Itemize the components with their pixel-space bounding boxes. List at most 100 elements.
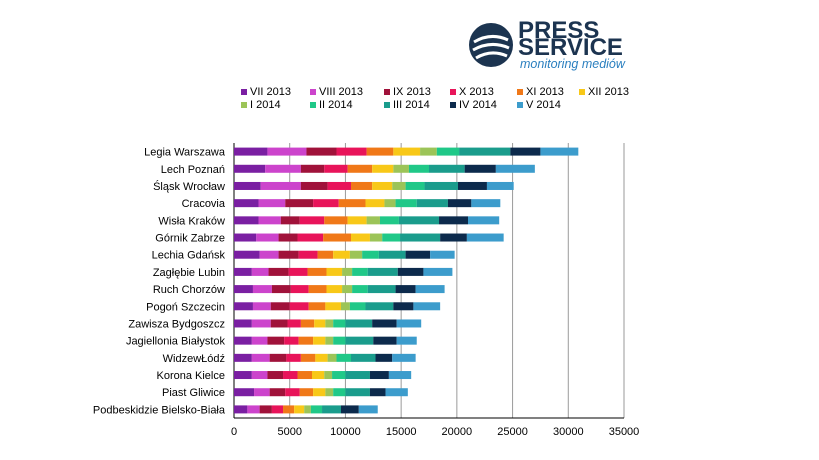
logo-line1: PRESS [518, 20, 599, 44]
bar-segment [312, 371, 325, 380]
bar-segment [289, 302, 309, 311]
bar-segment [459, 147, 511, 156]
legend-swatch [310, 89, 316, 95]
bar-segment [379, 216, 399, 225]
bar-segment [327, 181, 351, 190]
bar-segment [324, 164, 348, 173]
bar-segment [234, 216, 259, 225]
bar-segment [300, 181, 328, 190]
bar-segment [269, 388, 286, 397]
category-label: Wisła Kraków [158, 215, 225, 227]
bar-segment [424, 181, 458, 190]
bar-segment [440, 233, 467, 242]
bar-segment [256, 233, 279, 242]
x-tick-label: 0 [231, 426, 237, 438]
category-label: Zagłębie Lubin [153, 267, 225, 279]
bar-segment [251, 336, 268, 345]
bar-segment [280, 216, 300, 225]
bar-segment [268, 267, 289, 276]
bar-segment [307, 267, 327, 276]
bar-segment [369, 371, 389, 380]
category-label: Piast Gliwice [162, 387, 225, 399]
legend-label: VIII 2013 [319, 86, 363, 98]
bar-segment [342, 285, 353, 294]
bar-segment [267, 147, 307, 156]
bar-segment [345, 371, 370, 380]
bar-segment [333, 336, 346, 345]
bar-segment [393, 302, 414, 311]
bar-segment [298, 250, 318, 259]
bar-segment [345, 388, 370, 397]
x-tick-label: 15000 [386, 426, 417, 438]
category-label: Ruch Chorzów [153, 284, 225, 296]
bar-segment [258, 199, 286, 208]
bar-segment [420, 147, 437, 156]
bar-segment [400, 233, 441, 242]
bar-segment [388, 371, 412, 380]
bar-segment [336, 353, 351, 362]
bar-segment [351, 181, 373, 190]
bar-segment [396, 319, 422, 328]
bar-segment [385, 388, 408, 397]
bar-segment [395, 285, 416, 294]
bar-segment [234, 199, 259, 208]
bar-segment [466, 233, 504, 242]
legend-swatch [579, 89, 585, 95]
category-label: Pogoń Szczecin [146, 301, 225, 313]
bar-segment [234, 147, 268, 156]
bar-segment [351, 233, 370, 242]
bar-segment [270, 302, 290, 311]
bar-segment [457, 181, 487, 190]
logo-tagline: monitoring mediów [520, 57, 626, 71]
bar-segment [468, 216, 500, 225]
bar-segment [325, 336, 334, 345]
bar-segment [367, 285, 396, 294]
bar-segment [471, 199, 501, 208]
category-label: Śląsk Wrocław [153, 180, 225, 193]
bar-segment [365, 302, 394, 311]
bar-segment [251, 371, 268, 380]
legend-label: XI 2013 [526, 86, 564, 98]
bar-segment [436, 147, 460, 156]
legend-swatch [450, 89, 456, 95]
bar-segment [349, 250, 363, 259]
bar-segment [369, 388, 386, 397]
bar-segment [271, 285, 291, 294]
bar-segment [317, 250, 334, 259]
legend-label: XII 2013 [588, 86, 629, 98]
bar-segment [284, 336, 299, 345]
x-tick-label: 10000 [330, 426, 361, 438]
bar-segment [378, 250, 406, 259]
bar-segment [340, 302, 350, 311]
bar-segment [362, 250, 379, 259]
bar-segment [278, 250, 299, 259]
bar-segment [234, 302, 253, 311]
bar-segment [234, 164, 266, 173]
bar-segment [323, 233, 351, 242]
bar-segment [315, 353, 328, 362]
legend-swatch [517, 102, 523, 108]
bar-segment [260, 181, 301, 190]
bar-segment [392, 181, 406, 190]
bar-segment [416, 199, 448, 208]
bar-segment [345, 336, 374, 345]
legend-label: X 2013 [459, 86, 494, 98]
bar-segment [405, 250, 431, 259]
bar-segment [397, 267, 424, 276]
bar-segment [287, 319, 301, 328]
bar-segment [413, 302, 441, 311]
bar-segment [313, 388, 326, 397]
bar-segment [300, 164, 325, 173]
press-service-logo: PRESS SERVICE monitoring mediów [469, 20, 626, 71]
bar-segment [325, 302, 341, 311]
bar-segment [365, 199, 385, 208]
bar-segment [234, 336, 252, 345]
x-tick-label: 20000 [442, 426, 473, 438]
bar-segment [234, 250, 260, 259]
bar-segment [429, 164, 465, 173]
x-axis-ticks: 0 5000 10000 15000 20000 25000 30000 35000 [231, 426, 639, 438]
bar-segment [408, 164, 429, 173]
category-label: Zawisza Bydgoszcz [128, 318, 225, 330]
bar-segment [366, 216, 380, 225]
legend-swatch [310, 102, 316, 108]
